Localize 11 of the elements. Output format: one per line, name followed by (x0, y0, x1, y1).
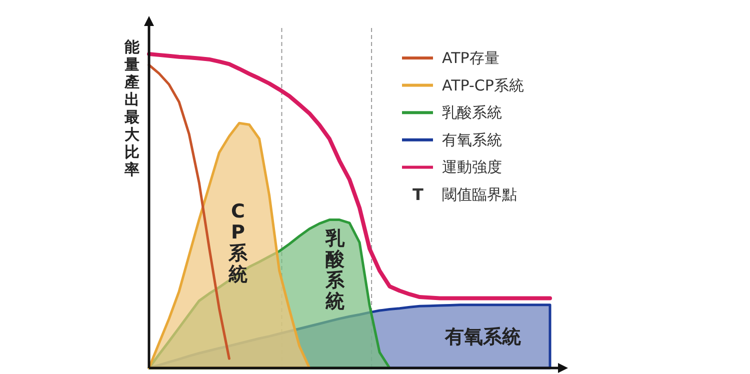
annotation: 閾值臨界點 (442, 186, 517, 204)
legend-label: 運動強度 (442, 158, 502, 176)
legend-label: ATP-CP系統 (442, 76, 524, 94)
annotation: 有氧系統 (444, 326, 521, 348)
legend-label: ATP存量 (442, 49, 500, 67)
annotation: 乳酸系統 (324, 228, 346, 312)
legend-label: 有氧系統 (442, 130, 502, 149)
annotation: T (412, 185, 424, 204)
y-axis-title: 能量產出最大比率 (124, 38, 140, 178)
annotation: CP系統 (228, 200, 248, 286)
legend-label: 乳酸系統 (442, 104, 502, 122)
